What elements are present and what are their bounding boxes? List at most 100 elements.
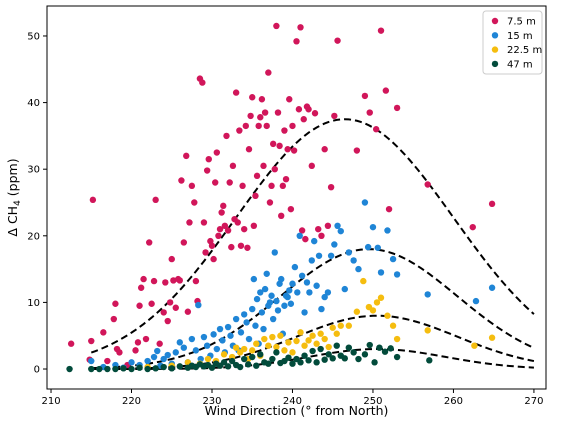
data-point	[269, 355, 276, 363]
data-point	[269, 315, 277, 323]
data-point	[325, 351, 332, 358]
legend-marker	[491, 60, 499, 68]
data-point	[172, 349, 179, 356]
data-point	[371, 359, 378, 366]
x-tick-label: 240	[283, 396, 302, 407]
data-point	[260, 162, 267, 170]
data-point	[360, 277, 367, 285]
data-point	[382, 87, 390, 94]
data-point	[224, 227, 232, 234]
data-point	[268, 292, 275, 299]
legend-label: 7.5 m	[507, 17, 536, 28]
data-point	[374, 244, 381, 251]
data-point	[318, 232, 325, 239]
data-point	[313, 340, 320, 347]
data-point	[334, 222, 341, 230]
data-point	[289, 280, 296, 287]
data-point	[261, 285, 269, 293]
data-point	[253, 295, 261, 303]
data-point	[249, 94, 256, 101]
data-point	[234, 219, 241, 226]
data-point	[152, 365, 159, 372]
data-point	[266, 299, 274, 306]
data-point	[265, 360, 272, 367]
data-point	[324, 222, 332, 230]
data-point	[302, 235, 309, 243]
data-point	[424, 291, 431, 298]
data-point	[202, 249, 209, 256]
data-point	[287, 205, 295, 213]
data-point	[242, 122, 249, 130]
data-point	[250, 222, 258, 230]
y-tick-label: 40	[27, 98, 40, 109]
data-point	[303, 279, 311, 286]
data-point	[136, 302, 143, 309]
data-point	[261, 335, 268, 343]
y-axis-label-suffix: (ppm)	[5, 158, 20, 200]
data-point	[278, 212, 285, 220]
data-point	[297, 329, 304, 336]
data-point	[216, 225, 224, 233]
data-point	[200, 333, 208, 341]
data-point	[162, 279, 169, 286]
data-point	[393, 104, 401, 112]
data-point	[294, 289, 301, 296]
data-point	[134, 339, 142, 346]
data-point	[168, 255, 175, 263]
data-point	[289, 360, 296, 367]
data-point	[369, 223, 377, 231]
data-point	[311, 237, 318, 245]
data-point	[286, 287, 293, 294]
data-point	[273, 297, 280, 305]
data-point	[240, 311, 248, 318]
data-point	[369, 307, 377, 314]
data-point	[260, 325, 267, 333]
data-point	[210, 331, 217, 338]
x-tick-label: 220	[122, 396, 141, 407]
data-point	[384, 227, 391, 234]
data-point	[381, 348, 389, 355]
data-point	[110, 315, 118, 323]
data-point	[364, 243, 372, 251]
series-4-points	[66, 341, 433, 373]
data-point	[337, 322, 344, 329]
data-point	[361, 92, 369, 100]
data-point	[156, 340, 163, 347]
data-point	[297, 24, 304, 31]
data-point	[89, 196, 97, 204]
data-point	[253, 172, 261, 180]
data-point	[232, 315, 240, 323]
data-point	[258, 309, 266, 316]
data-point	[172, 304, 179, 311]
data-point	[104, 357, 111, 365]
y-axis-label: Δ CH4 (ppm)	[5, 158, 23, 236]
data-point	[142, 335, 150, 343]
x-tick-label: 230	[202, 396, 221, 407]
data-point	[285, 354, 292, 361]
data-point	[329, 324, 336, 331]
data-point	[324, 289, 332, 296]
legend-marker	[491, 32, 499, 39]
data-point	[160, 363, 167, 371]
data-point	[385, 205, 393, 213]
data-point	[176, 363, 183, 370]
data-point	[321, 356, 328, 363]
data-point	[265, 69, 272, 76]
data-point	[205, 156, 212, 163]
data-point	[389, 255, 397, 263]
data-point	[290, 147, 298, 154]
data-point	[317, 345, 324, 353]
data-point	[213, 149, 221, 156]
y-tick-label: 30	[27, 165, 40, 176]
data-point	[471, 342, 478, 349]
data-point	[296, 232, 303, 239]
data-point	[144, 365, 151, 373]
data-point	[245, 335, 253, 343]
data-point	[350, 349, 357, 356]
data-point	[309, 347, 316, 355]
data-point	[237, 329, 245, 336]
data-point	[224, 323, 232, 331]
data-point	[164, 317, 171, 325]
data-point	[488, 334, 496, 341]
data-point	[291, 263, 299, 271]
